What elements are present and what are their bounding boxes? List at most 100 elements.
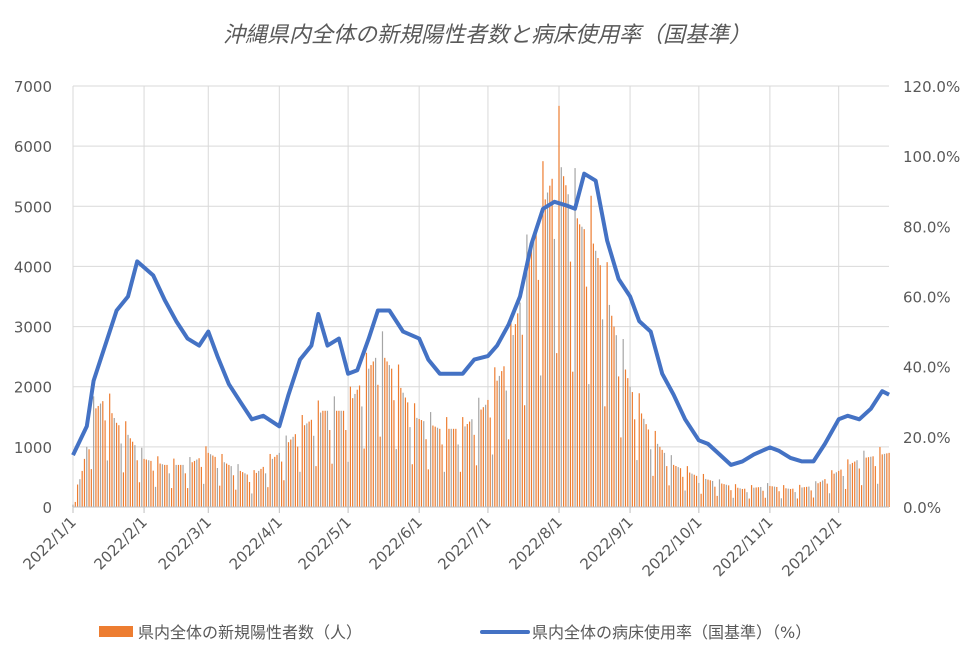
bar — [551, 178, 553, 507]
bar — [675, 465, 677, 507]
bar — [512, 334, 514, 507]
bar — [670, 455, 672, 507]
bar — [248, 481, 251, 507]
bar — [535, 231, 537, 507]
bar — [514, 324, 517, 507]
bar — [634, 419, 636, 507]
bar — [611, 315, 613, 507]
bar — [132, 441, 134, 507]
bar — [725, 484, 727, 507]
bar — [99, 403, 102, 507]
bar — [569, 261, 572, 507]
bar — [129, 438, 131, 507]
x-tick-label: 2022/5/1 — [295, 513, 355, 573]
bar — [72, 504, 74, 507]
bar — [262, 466, 264, 507]
bar — [684, 490, 686, 507]
bar — [294, 434, 296, 507]
bar — [324, 410, 326, 507]
bar — [159, 463, 161, 507]
bar — [106, 460, 108, 507]
bar — [530, 248, 533, 507]
bar — [368, 368, 370, 507]
x-tick-label: 2022/3/1 — [155, 513, 215, 573]
bar — [441, 444, 443, 507]
bar — [771, 486, 773, 507]
y-right-tick-label: 40.0% — [903, 359, 951, 377]
bar — [652, 475, 654, 507]
bar — [326, 410, 329, 507]
bar — [787, 488, 789, 507]
bar — [459, 471, 462, 507]
y-left-tick-label: 6000 — [14, 138, 52, 156]
bar — [340, 410, 342, 507]
bar — [347, 461, 349, 507]
bar — [505, 390, 507, 507]
bar — [805, 486, 808, 507]
bar — [122, 472, 125, 507]
bar — [235, 489, 237, 507]
bar — [287, 442, 290, 507]
bar — [650, 449, 652, 507]
bar — [381, 331, 384, 507]
bar — [274, 456, 276, 507]
bar — [874, 466, 876, 507]
bar — [583, 229, 585, 507]
bar — [462, 417, 464, 507]
bar — [819, 481, 821, 507]
bar — [120, 443, 122, 507]
bar — [528, 259, 530, 507]
bar — [242, 472, 244, 507]
bar — [753, 487, 755, 507]
bar — [306, 423, 308, 507]
bar — [491, 454, 494, 507]
bar — [501, 371, 503, 507]
chart-title: 沖縄県内全体の新規陽性者数と病床使用率（国基準） — [223, 23, 751, 48]
bar — [744, 488, 746, 507]
bar — [668, 485, 670, 507]
bar — [624, 369, 627, 507]
bar — [200, 466, 202, 507]
bar — [292, 436, 294, 507]
bar — [507, 439, 510, 507]
bar — [370, 365, 372, 507]
bar — [150, 460, 152, 507]
legend-label-occupancy: 県内全体の病床使用率（国基準）（%） — [532, 623, 811, 642]
x-tick-label: 2022/2/1 — [91, 513, 151, 573]
bar — [345, 430, 347, 507]
bar — [581, 226, 583, 507]
bar — [365, 352, 368, 507]
bar — [647, 429, 650, 507]
bar — [354, 393, 356, 507]
bar — [301, 415, 303, 507]
bar — [828, 493, 831, 507]
bar — [189, 457, 191, 507]
bar — [177, 464, 180, 507]
x-tick-label: 2022/12/1 — [778, 513, 845, 580]
bar — [585, 286, 588, 507]
bar — [755, 487, 757, 507]
bar — [352, 398, 354, 507]
bar — [732, 497, 734, 507]
bar — [260, 468, 262, 507]
bar — [574, 168, 576, 507]
bar — [466, 424, 468, 507]
bar — [760, 486, 762, 507]
bar — [393, 400, 395, 507]
bar — [278, 452, 280, 507]
bar — [750, 485, 753, 507]
bar — [464, 426, 466, 507]
bar — [109, 393, 111, 507]
bar — [838, 470, 840, 507]
bar — [487, 399, 489, 507]
bar — [446, 417, 448, 507]
bar — [175, 464, 177, 507]
bar — [663, 452, 666, 507]
bar — [767, 483, 769, 507]
bar — [187, 488, 189, 507]
bar — [386, 361, 388, 507]
bar — [498, 375, 500, 507]
bar — [452, 428, 455, 507]
bar — [434, 426, 436, 507]
bar — [161, 464, 164, 507]
